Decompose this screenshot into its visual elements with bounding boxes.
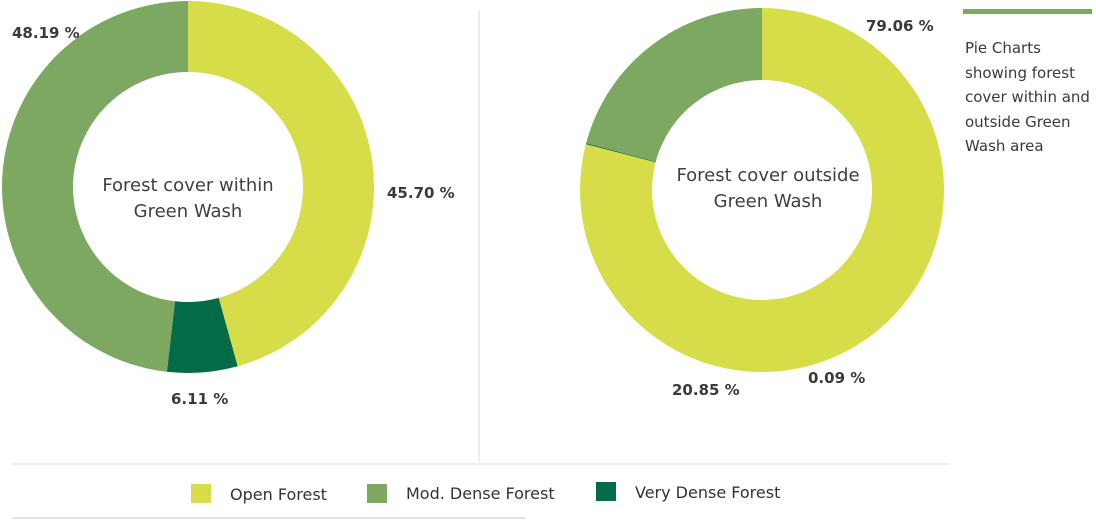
legend-swatch-mod-dense-forest — [367, 484, 387, 503]
donut1-slice-open-forest — [188, 1, 374, 367]
donut1-center-label-line2: Green Wash — [134, 201, 243, 222]
legend: Open Forest Mod. Dense Forest Very Dense… — [191, 482, 780, 504]
legend-swatch-open-forest — [191, 484, 211, 503]
donut1-slice-very-dense-forest — [166, 297, 238, 373]
legend-label-very-dense-forest: Very Dense Forest — [635, 483, 780, 502]
donut1-center-label-line1: Forest cover within — [102, 175, 273, 196]
donut2-open-forest-label: 79.06 % — [866, 17, 934, 35]
donut2-slice-mod-dense-forest — [586, 8, 762, 162]
donut2-slice-open-forest — [580, 8, 944, 372]
caption-text: Pie Charts showing forest cover within a… — [965, 39, 1090, 155]
donut2-mod-dense-forest-label: 20.85 % — [672, 381, 740, 399]
donut2-slice-very-dense-forest — [585, 143, 656, 163]
donut1-mod-dense-forest-label: 48.19 % — [12, 24, 80, 42]
donut2-center-label-line1: Forest cover outside — [676, 165, 859, 186]
donut-chart-outside-green-wash — [580, 8, 944, 372]
donut-chart-within-green-wash — [1, 1, 374, 373]
donut1-slice-mod-dense-forest — [1, 1, 189, 372]
caption-accent-bar — [963, 9, 1092, 14]
legend-label-mod-dense-forest: Mod. Dense Forest — [406, 484, 555, 503]
donut1-open-forest-label: 45.70 % — [387, 184, 455, 202]
legend-swatch-very-dense-forest — [596, 482, 616, 501]
legend-label-open-forest: Open Forest — [230, 485, 327, 504]
donut2-very-dense-forest-label: 0.09 % — [808, 369, 865, 387]
donut2-center-label-line2: Green Wash — [714, 191, 823, 212]
donut1-very-dense-forest-label: 6.11 % — [171, 390, 228, 408]
